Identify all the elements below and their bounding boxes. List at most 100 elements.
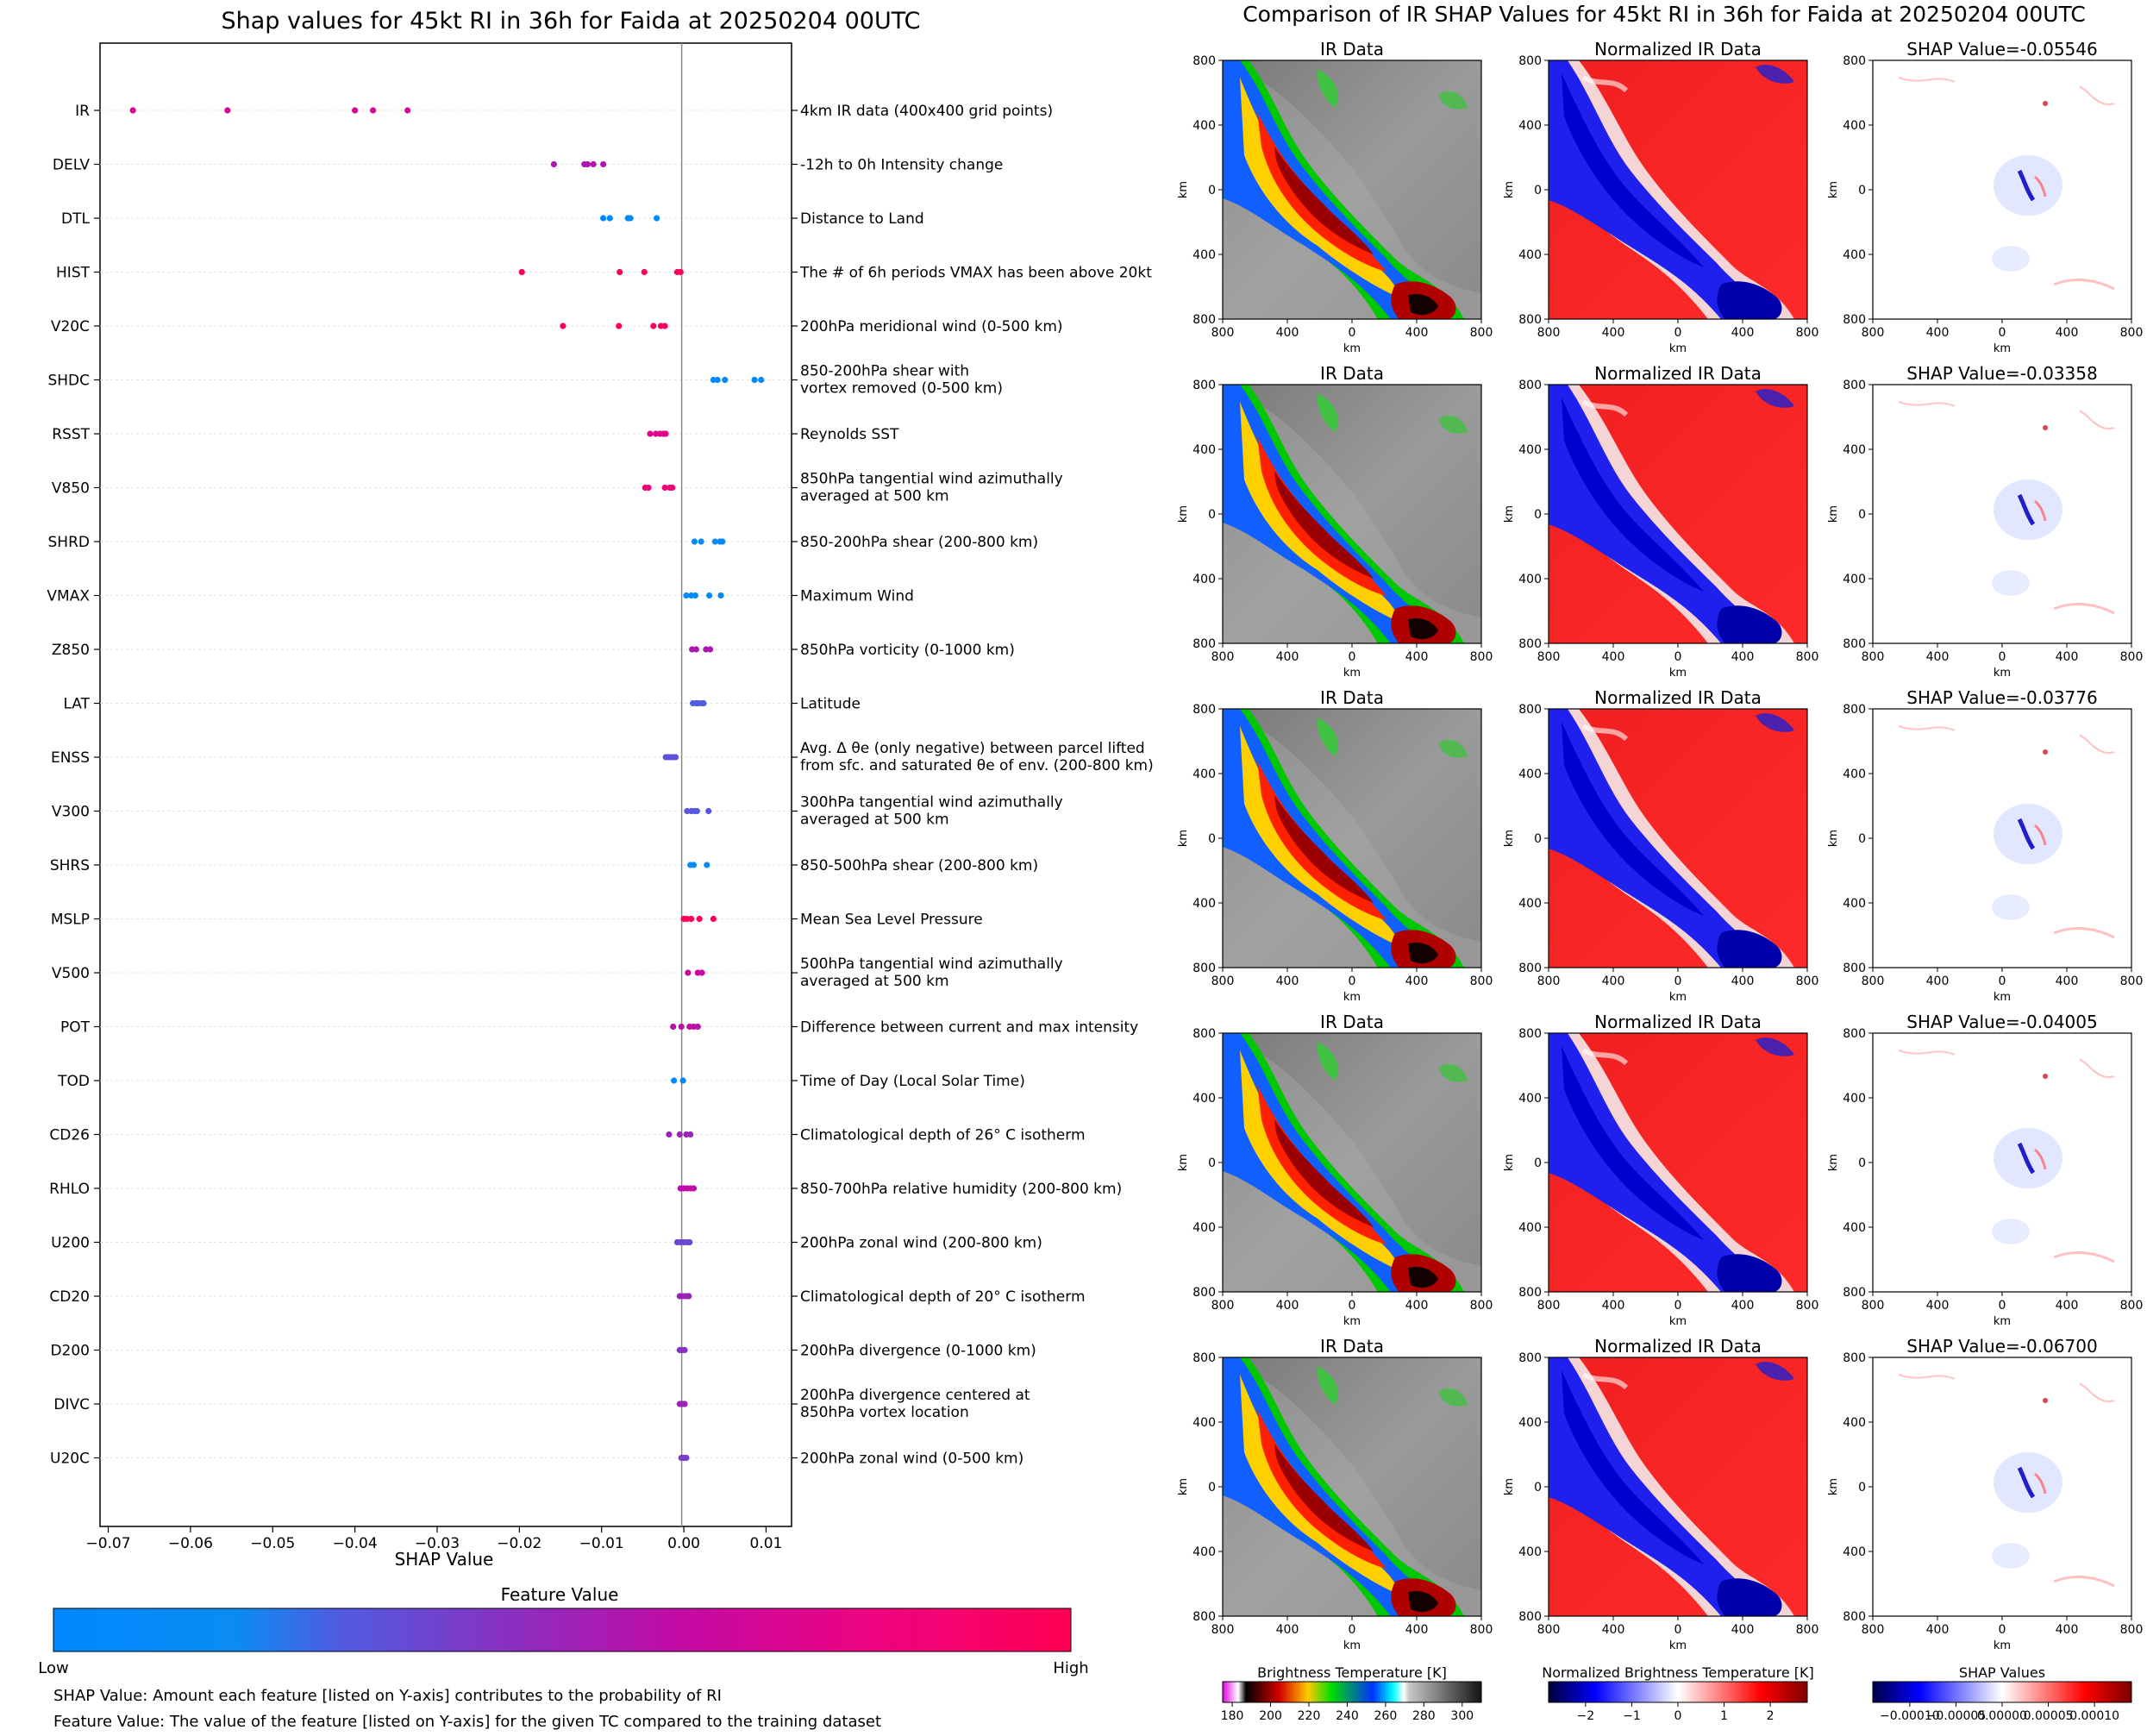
panel-x-tick-label: 800 xyxy=(2120,326,2144,340)
panel-y-tick-label: 400 xyxy=(1518,443,1542,457)
shap-point xyxy=(722,376,729,384)
panel-y-tick-label: 400 xyxy=(1192,1221,1216,1235)
panel-y-tick-label: 0 xyxy=(1208,184,1216,197)
panel-x-tick-label: 800 xyxy=(1211,1623,1235,1637)
colorbar-tick-label: 220 xyxy=(1298,1709,1321,1723)
panel-y-tick-label: 400 xyxy=(1192,573,1216,586)
panel-y-tick-label: 800 xyxy=(1192,1610,1216,1624)
panel-y-tick-label: 0 xyxy=(1208,832,1216,846)
shap-point xyxy=(686,1238,693,1246)
panel-x-tick-label: 800 xyxy=(2120,975,2144,988)
panel-x-tick-label: 0 xyxy=(1999,650,2006,664)
panel-y-tick-label: 400 xyxy=(1518,119,1542,133)
shap-point xyxy=(691,538,698,545)
panel-x-tick-label: 0 xyxy=(1349,975,1356,988)
bottom-colorbar: SHAP Values −0.00010−0.000050.000000.0000… xyxy=(1872,1664,2132,1723)
panel-y-tick-label: 800 xyxy=(1518,313,1542,327)
panel-x-tick-label: 400 xyxy=(2056,326,2079,340)
feature-description: 200hPa zonal wind (0-500 km) xyxy=(800,1451,1023,1468)
feature-description: 850hPa vortex location xyxy=(800,1404,969,1421)
panel-x-tick-label: 400 xyxy=(1926,975,1950,988)
panel-y-tick-label: 800 xyxy=(1192,54,1216,68)
colorbar-title: Brightness Temperature [K] xyxy=(1257,1664,1447,1681)
panel-x-tick-label: 800 xyxy=(1211,650,1235,664)
panel-x-tick-label: 400 xyxy=(1405,975,1429,988)
panel-x-label: km xyxy=(1669,667,1687,680)
colorbar-tick-label: 240 xyxy=(1336,1709,1359,1723)
x-tick-label: −0.06 xyxy=(168,1535,213,1552)
shap-point xyxy=(751,376,758,384)
feature-label: V20C xyxy=(51,318,90,335)
feature-description: 850-700hPa relative humidity (200-800 km… xyxy=(800,1181,1122,1198)
panel-x-tick-label: 0 xyxy=(1999,326,2006,340)
panel-x-tick-label: 800 xyxy=(1862,1623,1885,1637)
shap-point xyxy=(672,754,679,761)
panel-x-tick-label: 400 xyxy=(1926,1299,1950,1313)
panel-x-label: km xyxy=(1994,1315,2011,1328)
panel-y-tick-label: 0 xyxy=(1208,1156,1216,1170)
shap-point xyxy=(696,915,703,923)
panel-title: IR Data xyxy=(1320,687,1384,708)
feature-label: TOD xyxy=(57,1073,90,1090)
colorbar-title: SHAP Values xyxy=(1959,1664,2045,1681)
feature-label: V500 xyxy=(52,965,90,982)
shap-point xyxy=(706,646,714,653)
feature-description: Latitude xyxy=(800,696,861,713)
panel-x-tick-label: 0 xyxy=(1674,1299,1682,1313)
panel-y-label: km xyxy=(1177,830,1190,847)
x-tick-label: −0.04 xyxy=(333,1535,378,1552)
panel-y-tick-label: 400 xyxy=(1192,768,1216,781)
colorbar-low-label: Low xyxy=(38,1659,68,1677)
feature-descriptions: 4km IR data (400x400 grid points) -12h to… xyxy=(799,103,1154,1468)
shap-point xyxy=(550,160,558,168)
panel-image xyxy=(1549,60,1807,319)
panel-y-tick-label: 400 xyxy=(1843,443,1866,457)
panel-x-tick-label: 400 xyxy=(1405,650,1429,664)
panel-x-tick-label: 400 xyxy=(1731,650,1755,664)
panel-y-tick-label: 800 xyxy=(1843,1351,1866,1365)
panel-x-label: km xyxy=(1994,1639,2011,1652)
panel-x-tick-label: 800 xyxy=(1796,650,1819,664)
panel-x-label: km xyxy=(1669,1639,1687,1652)
colorbar-tick-label: −0.00005 xyxy=(1926,1709,1987,1723)
colorbar-tick-label: −1 xyxy=(1623,1709,1641,1723)
panel-x-label: km xyxy=(1343,342,1361,355)
panel-y-label: km xyxy=(1177,505,1190,523)
panel-title: SHAP Value=-0.03776 xyxy=(1906,687,2097,708)
x-axis-label: SHAP Value xyxy=(395,1549,494,1570)
feature-labels: IR DELV DTL HIST V20C SHDC RSST V850 SHRD VMAX Z85… xyxy=(47,103,90,1468)
colorbar-tick-label: 0.00000 xyxy=(1977,1709,2027,1723)
panel-x-label: km xyxy=(1343,667,1361,680)
shap-point xyxy=(758,376,765,384)
panel-y-tick-label: 400 xyxy=(1518,1416,1542,1430)
panel-y-tick-label: 400 xyxy=(1843,897,1866,911)
feature-label: U20C xyxy=(50,1451,90,1468)
panel-y-tick-label: 800 xyxy=(1192,379,1216,392)
panel-x-tick-label: 400 xyxy=(2056,1623,2079,1637)
panel-y-label: km xyxy=(1827,181,1840,198)
panel-y-tick-label: 400 xyxy=(1192,119,1216,133)
panel-y-tick-label: 400 xyxy=(1843,1221,1866,1235)
image-panel: SHAP Value=-0.05546 800 400 0 400 800 km 800 400… xyxy=(1827,39,2143,355)
panel-y-tick-label: 800 xyxy=(1518,962,1542,975)
shap-point xyxy=(687,1131,694,1138)
panel-y-tick-label: 800 xyxy=(1192,1351,1216,1365)
feature-label: U200 xyxy=(51,1235,90,1252)
panel-image xyxy=(1873,1033,2131,1292)
panel-y-tick-label: 800 xyxy=(1192,637,1216,651)
panel-y-tick-label: 800 xyxy=(1518,379,1542,392)
panel-title: IR Data xyxy=(1320,39,1384,60)
footnote-shap: SHAP Value: Amount each feature [listed … xyxy=(53,1687,722,1705)
panel-x-tick-label: 400 xyxy=(1926,650,1950,664)
panel-y-tick-label: 800 xyxy=(1518,1286,1542,1300)
panel-title: Normalized IR Data xyxy=(1594,687,1762,708)
panel-x-tick-label: 400 xyxy=(1405,1299,1429,1313)
panel-x-tick-label: 800 xyxy=(1211,975,1235,988)
feature-label: SHDC xyxy=(47,373,90,390)
panel-x-tick-label: 800 xyxy=(1211,1299,1235,1313)
panel-x-tick-label: 400 xyxy=(1731,975,1755,988)
panel-x-tick-label: 400 xyxy=(1405,1623,1429,1637)
panel-image xyxy=(1223,385,1481,643)
panel-y-tick-label: 400 xyxy=(1843,1416,1866,1430)
panel-y-tick-label: 800 xyxy=(1518,637,1542,651)
